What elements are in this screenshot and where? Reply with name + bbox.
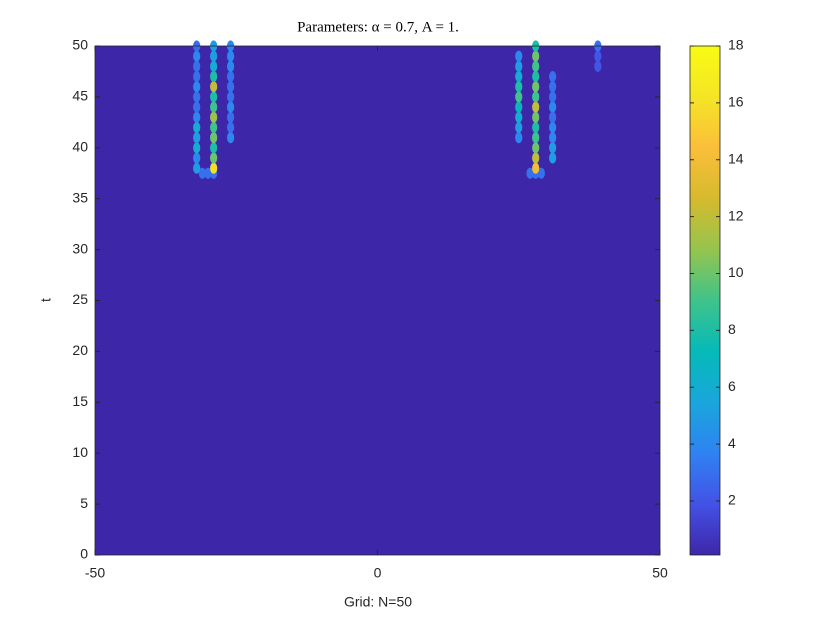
contour-cell [210,132,218,144]
contour-cell [198,167,206,179]
y-tick-label: 50 [72,37,88,53]
contour-cell [193,101,201,113]
contour-cell [227,50,235,62]
contour-cell [515,81,523,93]
contour-cell [537,167,545,179]
contour-cell [515,70,523,83]
contour-cell [549,142,557,154]
contour-cell [210,81,218,93]
contour-cell [515,121,523,134]
colorbar-tick-label: 6 [728,378,736,394]
contour-cell [549,111,557,123]
contour-cell [210,60,218,72]
contour-cell [532,162,540,174]
contour-cell [515,50,523,62]
contour-cell [193,81,201,93]
contour-cell [549,91,557,103]
contour-cell [549,101,557,113]
colorbar [689,45,721,556]
contour-cell [594,50,602,62]
contour-cell [193,142,201,154]
colorbar-tick-label: 12 [728,207,744,223]
contour-cell [549,121,557,134]
contour-cell [227,70,235,83]
contour-cell [227,60,235,72]
y-tick-label: 35 [72,189,88,205]
contour-cell [532,121,540,134]
colorbar-tick-label: 18 [728,37,744,53]
contour-cell [227,111,235,123]
contour-cell [210,152,218,164]
contour-cell [532,60,540,72]
plot-background [95,46,660,555]
contour-cell [526,167,534,179]
contour-cell [532,81,540,93]
y-tick-label: 25 [72,291,88,307]
contour-cell [549,81,557,93]
colorbar-tick-label: 16 [728,94,744,110]
contour-cell [532,152,540,164]
y-tick-label: 15 [72,393,88,409]
contour-cell [515,132,523,144]
contour-cell [532,142,540,154]
y-tick-label: 45 [72,88,88,104]
contour-cell [532,50,540,62]
chart-title: Parameters: α = 0.7, A = 1. [297,19,459,35]
contour-cell [210,111,218,123]
y-tick-label: 40 [72,139,88,155]
contour-cell [515,101,523,113]
contour-cell [193,152,201,164]
contour-cell [193,50,201,62]
contour-cell [204,167,212,179]
contour-cell [532,101,540,113]
colorbar-tick-label: 10 [728,264,744,280]
contour-cell [193,70,201,83]
contour-cell [227,91,235,103]
y-tick-label: 0 [80,546,88,562]
contour-cell [210,91,218,103]
contour-cell [532,111,540,123]
contour-cell [210,70,218,83]
y-tick-label: 10 [72,444,88,460]
contour-cell [193,162,201,174]
contour-cell [532,132,540,144]
contour-cell [193,121,201,134]
colorbar-tick-label: 2 [728,492,736,508]
colorbar-tick-label: 4 [728,435,736,451]
contour-cell [227,81,235,93]
contour-cell [532,70,540,83]
contour-cell [193,91,201,103]
contour-cell [515,111,523,123]
contour-cell [227,101,235,113]
contour-cell [227,121,235,134]
contour-cell [210,101,218,113]
colorbar-tick-label: 8 [728,321,736,337]
y-tick-label: 5 [80,495,88,511]
contour-cell [210,162,218,174]
x-tick-label: 50 [652,565,668,581]
contour-cell [193,111,201,123]
contour-cell [210,50,218,62]
colorbar-tick-label: 14 [728,150,744,166]
contour-cell [532,91,540,103]
x-tick-label: 0 [374,565,382,581]
contour-cell [594,60,602,72]
contour-cell [515,91,523,103]
x-axis-label: Grid: N=50 [344,594,412,610]
contour-cell [549,132,557,144]
y-tick-label: 30 [72,240,88,256]
contour-cell [549,152,557,164]
contour-cell [193,60,201,72]
contour-cell [227,132,235,144]
y-tick-label: 20 [72,342,88,358]
contour-cell [210,121,218,134]
x-tick-label: -50 [85,565,105,581]
contour-cell [515,60,523,72]
contour-cell [210,142,218,154]
contour-cell [193,132,201,144]
contour-cell [549,70,557,83]
y-axis-label: t [38,298,54,302]
